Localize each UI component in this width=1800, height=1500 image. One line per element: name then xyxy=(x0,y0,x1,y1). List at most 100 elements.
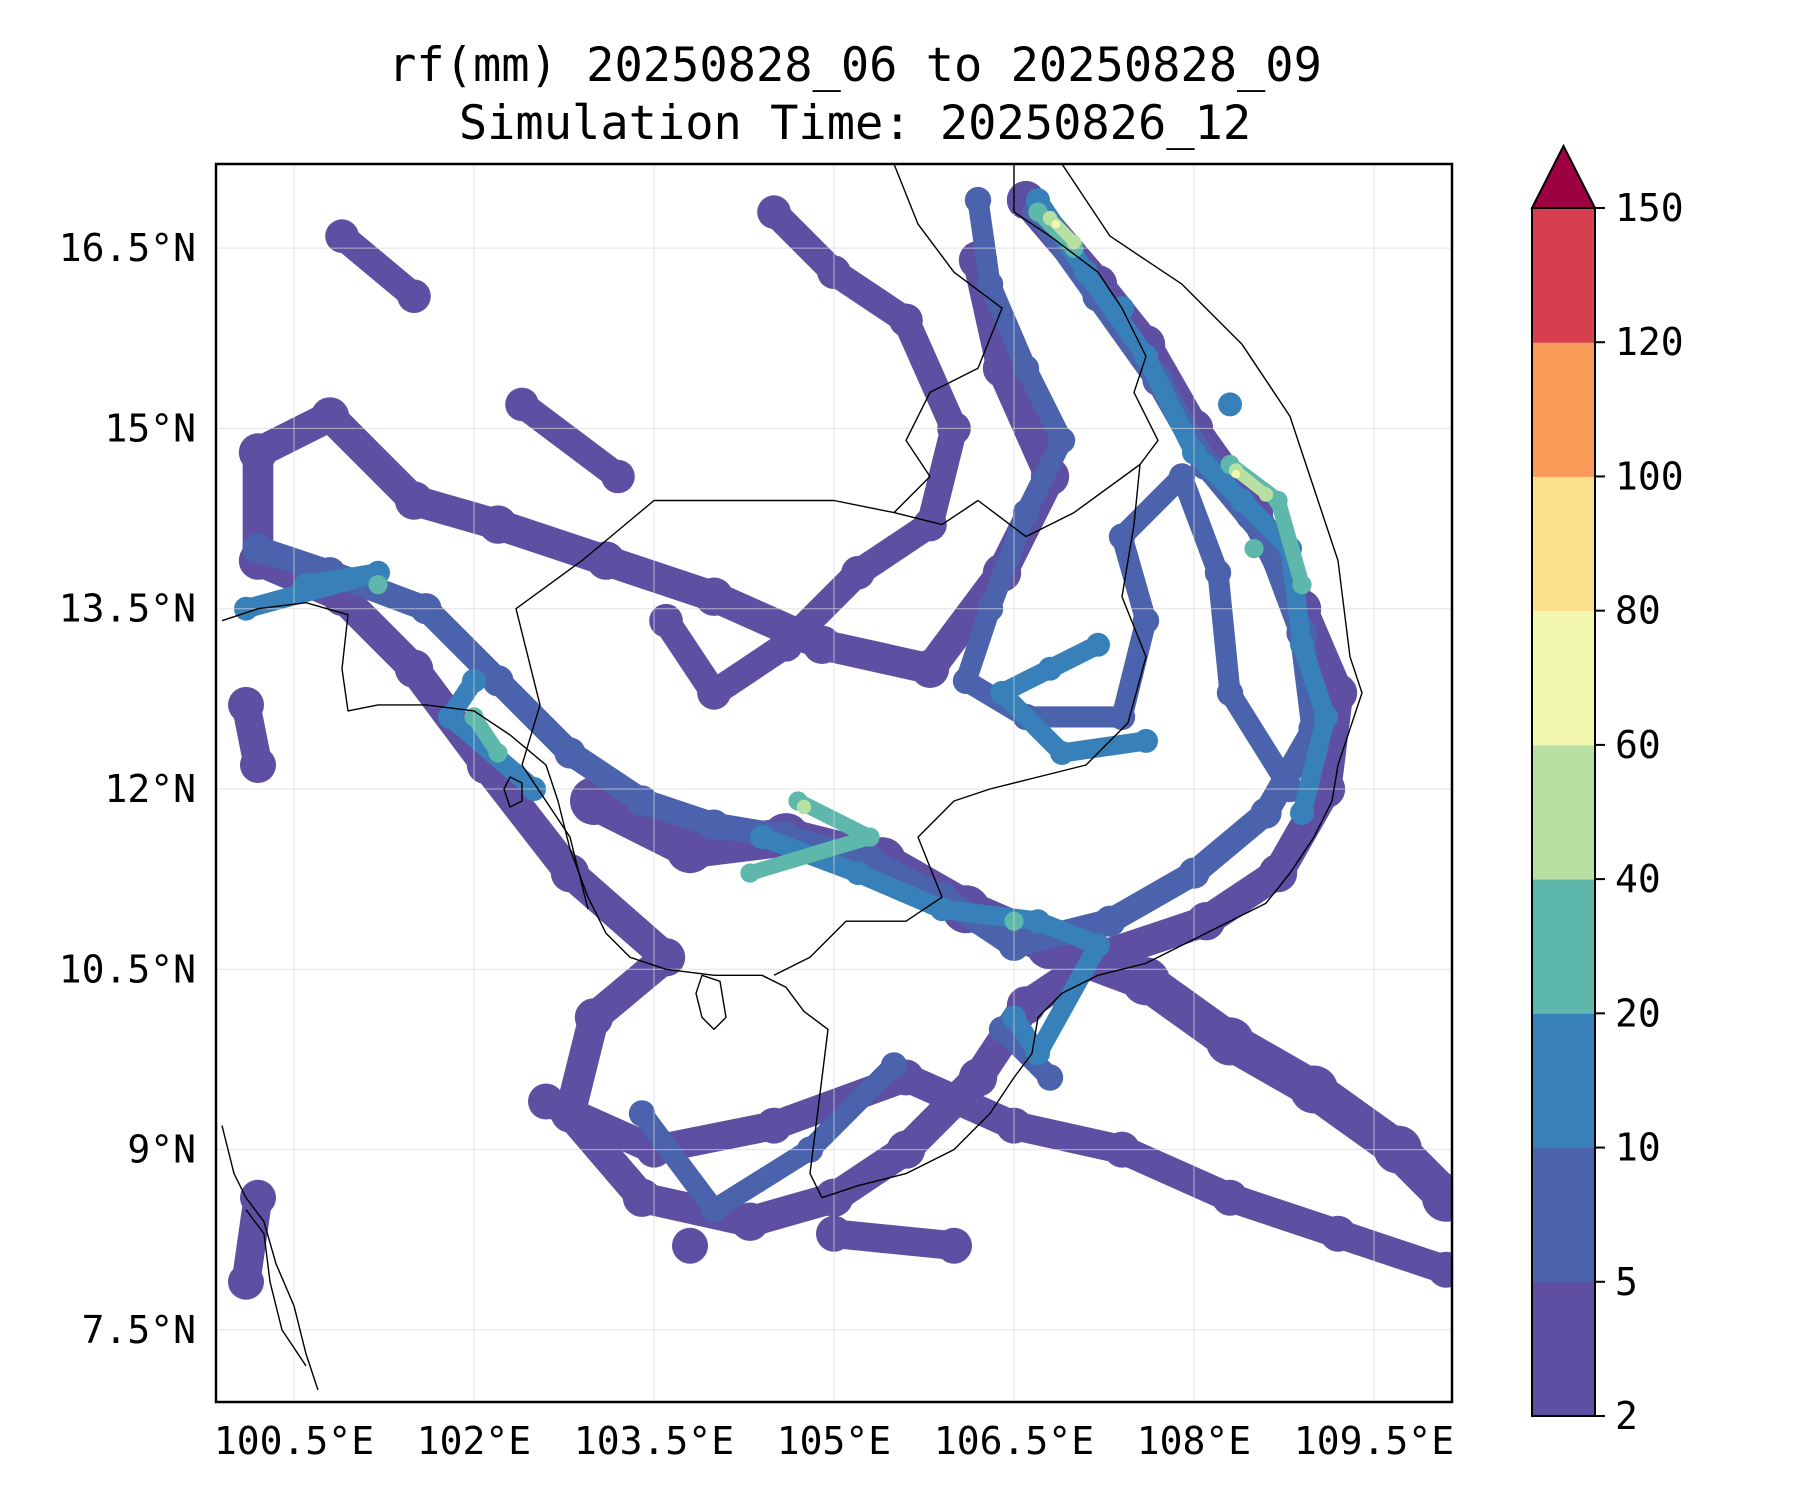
rain-cell xyxy=(1218,392,1242,417)
rain-band xyxy=(1207,562,1241,704)
rain-band xyxy=(967,189,1001,295)
lon-tick-label: 109.5°E xyxy=(1294,1419,1454,1463)
colorbar-segment xyxy=(1532,476,1595,612)
rain-band xyxy=(932,899,1048,931)
map-subtitle: Simulation Time: 20250826_12 xyxy=(458,96,1252,151)
malay-peninsula-coast xyxy=(245,1209,307,1367)
colorbar-segment xyxy=(1532,1281,1595,1417)
lon-tick-label: 108°E xyxy=(1137,1419,1251,1463)
colorbar-tick-label: 60 xyxy=(1615,723,1661,767)
rain-band xyxy=(1111,526,1157,632)
rain-band xyxy=(820,258,920,334)
rain-band xyxy=(979,502,1037,620)
rain-band xyxy=(1097,860,1207,934)
rain-band xyxy=(999,1111,1137,1164)
rain-band xyxy=(760,198,848,286)
rain-cell xyxy=(672,1227,708,1264)
cambodia-thailand-border xyxy=(515,463,1141,910)
rainfall-field xyxy=(228,180,1452,1300)
rain-band xyxy=(1004,1007,1048,1064)
rain-band xyxy=(857,848,955,910)
rain-band xyxy=(1310,677,1354,805)
colorbar-extend-arrow xyxy=(1530,143,1597,209)
lon-tick-label: 106.5°E xyxy=(934,1419,1094,1463)
colorbar-tick-label: 20 xyxy=(1615,991,1661,1035)
rain-cell xyxy=(1051,219,1061,229)
lat-tick-label: 10.5°N xyxy=(59,947,196,991)
vietnam-coast xyxy=(821,164,1363,1199)
rain-band xyxy=(700,631,800,707)
rain-band xyxy=(482,509,622,576)
colorbar-tick-label: 5 xyxy=(1615,1260,1638,1304)
rain-band xyxy=(848,863,952,919)
colorbar-outline xyxy=(1531,207,1596,1417)
map-frame xyxy=(214,162,1454,1404)
lon-tick-label: 100.5°E xyxy=(214,1419,374,1463)
coastlines xyxy=(221,164,1363,1391)
koh-kong-islands xyxy=(503,776,523,808)
laos-border-north xyxy=(893,164,1003,514)
axis-ticks: 100.5°E 102°E 103.5°E 105°E 106.5°E 108°E 109.… xyxy=(59,226,1454,1463)
rain-cell xyxy=(796,799,812,815)
rain-band xyxy=(231,690,273,780)
lat-tick-label: 16.5°N xyxy=(59,226,196,270)
rain-band xyxy=(891,1063,1029,1140)
rain-band xyxy=(470,749,586,889)
rain-band xyxy=(1215,1183,1353,1249)
rain-band xyxy=(1378,1130,1452,1217)
rain-band xyxy=(955,598,1001,692)
colorbar-tick-label: 100 xyxy=(1615,454,1684,498)
colorbar-tick-label: 150 xyxy=(1615,186,1684,230)
rain-band xyxy=(992,635,1108,703)
colorbar-segment xyxy=(1532,744,1595,880)
colorbar-tick-label: 2 xyxy=(1615,1394,1638,1438)
rain-band xyxy=(1219,682,1301,800)
rain-band xyxy=(991,1018,1061,1089)
rain-band xyxy=(531,1087,669,1164)
lon-tick-label: 103.5°E xyxy=(574,1419,734,1463)
rain-band xyxy=(1270,492,1310,593)
rain-band xyxy=(1292,635,1336,727)
lon-tick-label: 102°E xyxy=(417,1419,531,1463)
rain-band xyxy=(1111,465,1193,548)
lat-tick-label: 12°N xyxy=(104,767,196,811)
rain-cell xyxy=(1244,539,1264,559)
lat-tick-label: 15°N xyxy=(104,406,196,450)
rain-cell xyxy=(1231,469,1241,479)
colorbar-segment xyxy=(1532,208,1595,343)
lat-tick-label: 9°N xyxy=(127,1128,196,1172)
gridlines xyxy=(216,164,1452,1402)
rain-band xyxy=(626,1182,766,1238)
map-title: rf(mm) 20250828_06 to 20250828_09 xyxy=(388,38,1322,93)
colorbar-segment xyxy=(1532,1147,1595,1283)
colorbar-segment xyxy=(1532,610,1595,746)
rain-band xyxy=(799,1054,905,1161)
rain-band xyxy=(892,306,968,442)
rain-band xyxy=(1015,429,1073,524)
colorbar: 2 5 10 20 40 60 80 100 120 150 xyxy=(1530,143,1684,1438)
rain-band xyxy=(554,1002,610,1129)
rain-band xyxy=(508,390,632,490)
rain-band xyxy=(703,1139,821,1221)
colorbar-segment xyxy=(1532,1013,1595,1148)
colorbar-tick-label: 120 xyxy=(1615,320,1684,364)
colorbar-tick-label: 10 xyxy=(1615,1126,1661,1170)
rain-band xyxy=(652,607,728,707)
rain-band xyxy=(590,545,730,613)
rain-band xyxy=(1184,442,1252,511)
laos-vietnam-border xyxy=(1013,164,1159,465)
rain-band xyxy=(236,563,388,619)
rain-band xyxy=(844,511,944,587)
rain-band xyxy=(992,683,1072,763)
rain-band xyxy=(1292,707,1336,823)
lon-tick-label: 105°E xyxy=(777,1419,891,1463)
colorbar-segment xyxy=(1532,879,1595,1014)
rain-band xyxy=(1076,262,1156,366)
rain-band xyxy=(1323,1219,1452,1285)
colorbar-tick-label: 80 xyxy=(1615,589,1661,633)
rain-band xyxy=(413,596,511,694)
rain-band xyxy=(1028,935,1108,1064)
gulf-west-coast xyxy=(221,1125,319,1391)
rain-band xyxy=(1136,346,1204,463)
